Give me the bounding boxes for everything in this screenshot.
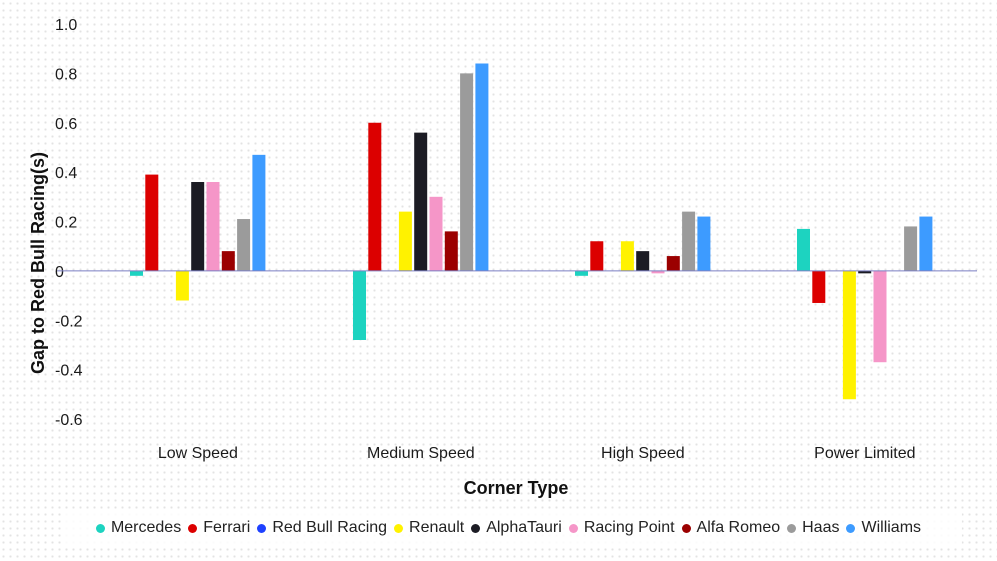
bar	[636, 251, 650, 271]
y-tick-label: 0.4	[55, 165, 77, 182]
bar	[252, 154, 266, 271]
bar	[460, 73, 474, 271]
bar	[842, 270, 856, 400]
x-category-label: High Speed	[601, 445, 685, 462]
y-tick-label: 0	[55, 264, 64, 281]
legend-item: Racing Point	[568, 519, 675, 537]
legend-item: Alfa Romeo	[681, 519, 781, 537]
bar	[812, 270, 826, 303]
legend-dot-icon	[394, 523, 404, 533]
y-axis-title: Gap to Red Bull Racing(s)	[28, 152, 48, 374]
bar	[858, 270, 872, 274]
legend-item: Ferrari	[188, 519, 250, 537]
y-tick-label: 0.2	[55, 215, 77, 232]
bar	[919, 216, 933, 271]
bar	[145, 174, 159, 271]
bar	[368, 122, 382, 271]
legend-label: Alfa Romeo	[696, 519, 781, 536]
bar	[797, 228, 810, 271]
bar	[429, 196, 443, 271]
y-axis-ticks: 1.0 0.8 0.6 0.4 0.2 0 -0.2 -0.4 -0.6	[55, 17, 83, 429]
y-tick-label: -0.2	[55, 313, 83, 330]
x-category-label: Low Speed	[158, 445, 238, 462]
bar	[221, 251, 235, 271]
bar	[444, 231, 458, 271]
bar	[666, 256, 680, 271]
legend-dot-icon	[568, 523, 578, 533]
x-category-label: Power Limited	[814, 445, 915, 462]
bar	[651, 270, 665, 274]
x-axis-title: Corner Type	[464, 478, 569, 498]
y-tick-label: 1.0	[55, 17, 77, 34]
legend-label: AlphaTauri	[486, 519, 562, 536]
legend-item: Renault	[394, 519, 464, 537]
legend-item: Red Bull Racing	[257, 519, 387, 537]
legend-label: Ferrari	[203, 519, 251, 536]
bar	[575, 270, 588, 276]
x-axis-categories: Low Speed Medium Speed High Speed Power Lim…	[158, 445, 916, 462]
x-category-label: Medium Speed	[367, 445, 475, 462]
bar	[206, 182, 220, 271]
legend-item: AlphaTauri	[471, 519, 562, 537]
legend-dot-icon	[188, 523, 198, 533]
y-tick-label: -0.6	[55, 412, 83, 429]
legend-dot-icon	[681, 523, 691, 533]
legend-dot-icon	[95, 523, 105, 533]
bar	[191, 182, 205, 271]
legend-dot-icon	[787, 523, 797, 533]
bar	[414, 132, 428, 271]
y-tick-label: 0.8	[55, 66, 77, 83]
bar	[620, 241, 634, 271]
legend-dot-icon	[846, 523, 856, 533]
legend-item: Mercedes	[95, 519, 182, 537]
legend: Mercedes Ferrari Red Bull Racing Renault Alp…	[62, 509, 962, 547]
y-tick-label: -0.4	[55, 363, 83, 380]
bar	[175, 270, 189, 301]
bar	[237, 219, 251, 271]
bar	[353, 270, 366, 340]
bar	[398, 211, 412, 271]
legend-label: Red Bull Racing	[272, 519, 388, 536]
legend-dot-icon	[471, 523, 481, 533]
bar	[475, 63, 489, 271]
bar	[130, 270, 143, 276]
bar	[590, 241, 604, 271]
legend-label: Mercedes	[110, 519, 182, 536]
legend-dot-icon	[257, 523, 267, 533]
bar	[873, 270, 887, 363]
legend-label: Haas	[802, 519, 840, 536]
legend-label: Williams	[861, 519, 922, 536]
bars	[130, 63, 933, 400]
y-tick-label: 0.6	[55, 116, 77, 133]
legend-label: Racing Point	[583, 519, 675, 536]
legend-label: Renault	[409, 519, 465, 536]
bar	[904, 226, 918, 271]
legend-item: Haas	[787, 519, 839, 537]
legend-item: Williams	[846, 519, 921, 537]
bar	[682, 211, 696, 271]
bar	[697, 216, 711, 271]
